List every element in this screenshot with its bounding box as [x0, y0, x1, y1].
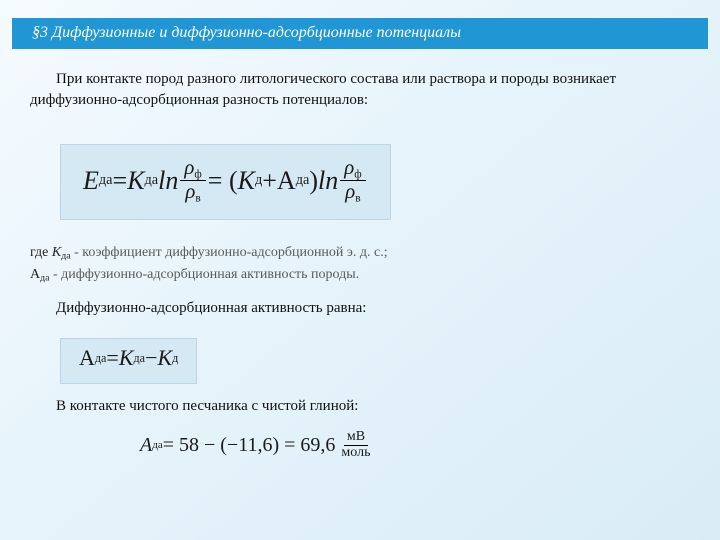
- formula-3: Aда = 58 − (−11,6) = 69,6 мВ моль: [140, 430, 690, 460]
- subline-2: В контакте чистого песчаника с чистой гл…: [30, 398, 690, 415]
- formula-1-box: Eда = Kда ln ρф ρв = ( Kд + Aда ) ln ρф …: [60, 144, 391, 220]
- fraction-2: ρф ρв: [340, 157, 365, 205]
- formula-1: Eда = Kда ln ρф ρв = ( Kд + Aда ) ln ρф …: [83, 157, 368, 205]
- section-title: §3 Диффузионные и диффузионно-адсорбцион…: [32, 24, 461, 41]
- subline-1: Диффузионно-адсорбционная активность рав…: [30, 300, 690, 317]
- formula-2: Aда = Kда − Kд: [79, 345, 178, 371]
- intro-paragraph: При контакте пород разного литологическо…: [30, 69, 690, 111]
- section-title-bar: §3 Диффузионные и диффузионно-адсорбцион…: [12, 18, 708, 49]
- unit-fraction: мВ моль: [341, 430, 370, 460]
- fraction-1: ρф ρв: [180, 157, 205, 205]
- slide-content: При контакте пород разного литологическо…: [0, 69, 720, 460]
- formula-2-box: Aда = Kда − Kд: [60, 338, 197, 384]
- legend-block: где Kда - коэффициент диффузионно-адсорб…: [30, 242, 690, 286]
